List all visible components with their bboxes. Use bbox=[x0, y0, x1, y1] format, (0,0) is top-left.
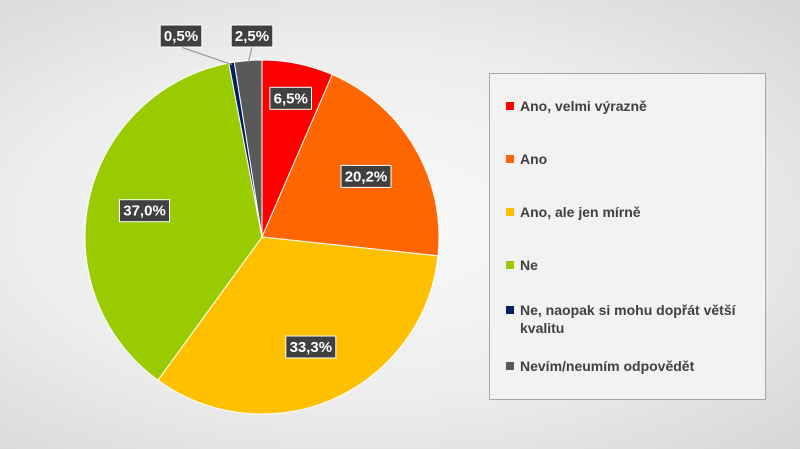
leader-lines bbox=[180, 46, 253, 66]
leader-line-ne-naopak-si-mohu-doprat-vetsi-kvalitu bbox=[180, 46, 233, 66]
data-label-box bbox=[285, 335, 337, 359]
data-label-text: 20,2% bbox=[345, 168, 388, 185]
legend-item-ne: Ne bbox=[506, 256, 757, 274]
data-label-text: 37,0% bbox=[123, 203, 166, 220]
legend-item-ano-velmi-vyrazne: Ano, velmi výrazně bbox=[506, 97, 757, 115]
data-label-ne-naopak-si-mohu-doprat-vetsi-kvalitu: 0,5% bbox=[159, 24, 203, 48]
legend-label-ne-naopak: Ne, naopak si mohu dopřát větší kvalitu bbox=[520, 302, 736, 336]
pie-slice-nevim-neumim-odpovedet bbox=[233, 59, 263, 238]
data-label-nevim-neumim-odpovedet: 2,5% bbox=[230, 24, 274, 48]
data-label-ano: 20,2% bbox=[340, 164, 392, 188]
legend-label-ne: Ne bbox=[520, 257, 538, 273]
data-label-text: 0,5% bbox=[164, 28, 198, 45]
data-label-box bbox=[340, 164, 392, 188]
legend-item-nevim: Nevím/neumím odpovědět bbox=[506, 357, 757, 375]
legend-label-ano-ale-jen-mirne: Ano, ale jen mírně bbox=[520, 204, 641, 220]
pie-slice-ano-ale-jen-mirne bbox=[157, 236, 439, 415]
legend-item-ano: Ano bbox=[506, 150, 757, 168]
leader-line-nevim-neumim-odpovedet bbox=[247, 46, 253, 63]
legend-swatch-ano bbox=[506, 155, 514, 163]
pie-slices bbox=[84, 59, 440, 415]
legend: Ano, velmi výrazně Ano Ano, ale jen mírn… bbox=[489, 73, 766, 400]
legend-label-nevim: Nevím/neumím odpovědět bbox=[520, 358, 695, 374]
data-label-text: 33,3% bbox=[290, 339, 333, 356]
data-labels: 6,5% 20,2% 33,3% 37,0% 0,5% 2,5% bbox=[119, 24, 392, 359]
data-label-ne: 37,0% bbox=[119, 199, 170, 223]
data-label-box bbox=[269, 86, 312, 110]
legend-swatch-nevim bbox=[506, 362, 514, 370]
legend-label-ano-velmi-vyrazne: Ano, velmi výrazně bbox=[520, 98, 647, 114]
data-label-box bbox=[119, 199, 170, 223]
legend-item-ne-naopak: Ne, naopak si mohu dopřát větší kvalitu bbox=[506, 301, 757, 337]
data-label-ano-ale-jen-mirne: 33,3% bbox=[285, 335, 337, 359]
data-label-box bbox=[159, 24, 203, 48]
data-label-text: 6,5% bbox=[274, 90, 308, 107]
data-label-ano-velmi-vyrazne: 6,5% bbox=[269, 86, 312, 110]
legend-item-ano-ale-jen-mirne: Ano, ale jen mírně bbox=[506, 203, 757, 221]
data-label-box bbox=[230, 24, 274, 48]
legend-label-ano: Ano bbox=[520, 151, 548, 167]
legend-swatch-ne bbox=[506, 261, 514, 269]
legend-swatch-ne-naopak bbox=[506, 306, 514, 314]
legend-swatch-ano-ale-jen-mirne bbox=[506, 208, 514, 216]
legend-swatch-ano-velmi-vyrazne bbox=[506, 102, 514, 110]
data-label-text: 2,5% bbox=[235, 28, 269, 45]
pie-slice-ne bbox=[84, 62, 263, 381]
